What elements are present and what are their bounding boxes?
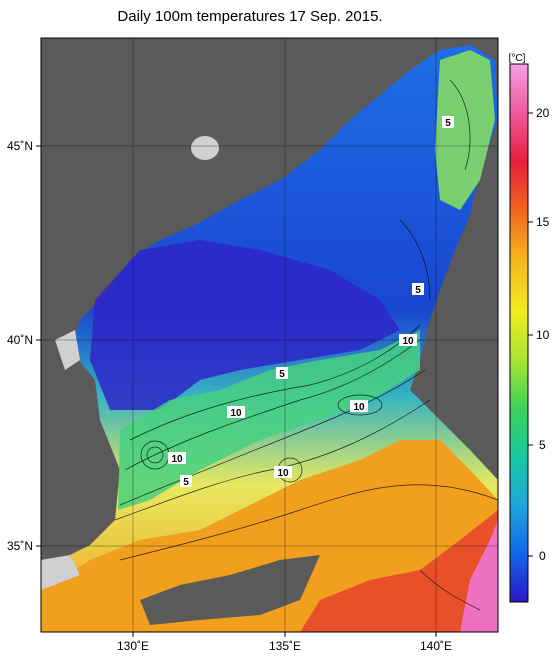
contour-label: 5 bbox=[279, 369, 285, 380]
honshu-land bbox=[420, 300, 498, 470]
colorbar-ticks bbox=[528, 112, 533, 557]
x-tick-label: 140˚E bbox=[420, 639, 452, 653]
frame-ticks bbox=[36, 145, 437, 637]
contour-label: 10 bbox=[230, 408, 242, 419]
colorbar-tick-label: 0 bbox=[539, 549, 546, 563]
coastal-mask-south bbox=[41, 555, 80, 590]
colorbar-tick-label: 20 bbox=[536, 106, 550, 120]
colorbar-unit: [°C] bbox=[509, 53, 526, 64]
shikoku-kyushu-land bbox=[140, 555, 320, 625]
x-tick-label: 135˚E bbox=[269, 639, 301, 653]
korea-land bbox=[41, 420, 110, 580]
colorbar-tick-label: 10 bbox=[536, 328, 550, 342]
contour-label: 10 bbox=[277, 468, 289, 479]
cold-water-area bbox=[90, 240, 400, 410]
colorbar-tick-label: 15 bbox=[536, 215, 550, 229]
colorbar bbox=[509, 63, 529, 603]
y-tick-label: 35˚N bbox=[7, 539, 33, 553]
contour-label: 10 bbox=[402, 336, 414, 347]
contour-labels: 5 5 10 5 10 10 10 5 10 bbox=[168, 116, 454, 488]
y-tick-label: 40˚N bbox=[7, 333, 33, 347]
kuroshio-hottest-area bbox=[460, 520, 498, 632]
island-mask bbox=[191, 136, 219, 160]
y-tick-label: 45˚N bbox=[7, 139, 33, 153]
contour-lines bbox=[114, 79, 498, 611]
x-tick-label: 130˚E bbox=[117, 639, 149, 653]
kuroshio-hot-area bbox=[300, 510, 498, 632]
graticule bbox=[41, 38, 498, 632]
sakhalin-coast bbox=[435, 50, 495, 210]
contour-label: 5 bbox=[445, 118, 451, 129]
contour-label: 5 bbox=[183, 477, 189, 488]
contour-label: 10 bbox=[353, 402, 365, 413]
contour-label: 5 bbox=[415, 285, 421, 296]
map-title: Daily 100m temperatures 17 Sep. 2015. bbox=[117, 8, 383, 25]
colorbar-tick-label: 5 bbox=[539, 438, 546, 452]
contour-label: 10 bbox=[171, 454, 183, 465]
front-band bbox=[118, 330, 420, 510]
map-frame bbox=[40, 37, 499, 633]
